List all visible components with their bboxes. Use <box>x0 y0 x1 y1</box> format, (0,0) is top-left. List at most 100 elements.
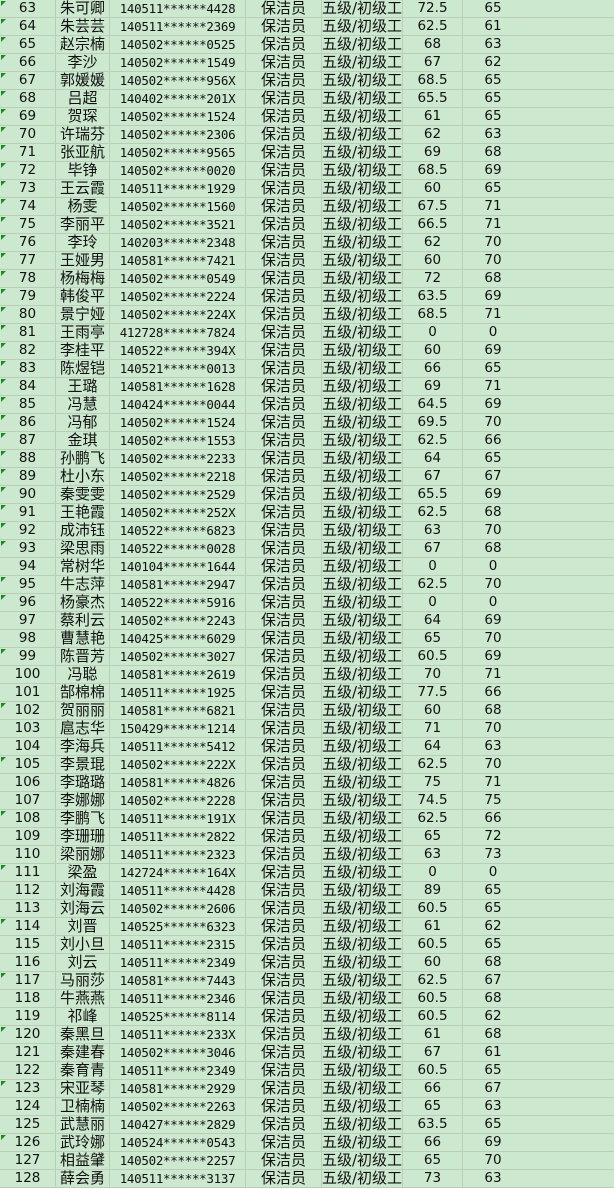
score1-cell[interactable]: 70 <box>403 666 463 683</box>
level-cell[interactable]: 五级/初级工 <box>322 0 403 17</box>
score1-cell[interactable]: 0 <box>403 594 463 611</box>
level-cell[interactable]: 五级/初级工 <box>322 108 403 125</box>
score2-cell[interactable]: 68 <box>484 504 502 520</box>
error-indicator-icon[interactable] <box>1 379 6 384</box>
score2-cell[interactable]: 62 <box>484 1008 502 1024</box>
score1-cell[interactable]: 62 <box>403 126 463 143</box>
table-row[interactable]: 123 宋亚琴 140581******2929 保洁员 五级/初级工 66 67 <box>0 1080 614 1098</box>
score2-cell[interactable]: 61 <box>484 18 502 34</box>
job-cell[interactable]: 保洁员 <box>246 900 322 917</box>
level-cell[interactable]: 五级/初级工 <box>322 1170 403 1187</box>
row-number-cell[interactable]: 87 <box>0 432 56 449</box>
level-cell[interactable]: 五级/初级工 <box>322 216 403 233</box>
error-indicator-icon[interactable] <box>1 307 6 312</box>
error-indicator-icon[interactable] <box>1 703 6 708</box>
job-cell[interactable]: 保洁员 <box>246 1080 322 1097</box>
score2-cell[interactable]: 65 <box>484 1116 502 1132</box>
job-cell[interactable]: 保洁员 <box>246 522 322 539</box>
table-row[interactable]: 65 赵宗楠 140502******0525 保洁员 五级/初级工 68 63 <box>0 36 614 54</box>
error-indicator-icon[interactable] <box>1 73 6 78</box>
name-cell[interactable]: 杨豪杰 <box>56 594 110 611</box>
score1-cell[interactable]: 67 <box>403 1044 463 1061</box>
level-cell[interactable]: 五级/初级工 <box>322 18 403 35</box>
job-cell[interactable]: 保洁员 <box>246 360 322 377</box>
job-cell[interactable]: 保洁员 <box>246 90 322 107</box>
score2-cell[interactable]: 71 <box>484 216 502 232</box>
name-cell[interactable]: 王艳霞 <box>56 504 110 521</box>
level-cell[interactable]: 五级/初级工 <box>322 450 403 467</box>
job-cell[interactable]: 保洁员 <box>246 72 322 89</box>
error-indicator-icon[interactable] <box>1 973 6 978</box>
job-cell[interactable]: 保洁员 <box>246 720 322 737</box>
job-cell[interactable]: 保洁员 <box>246 756 322 773</box>
id-number-cell[interactable]: 140581******7443 <box>110 972 246 989</box>
error-indicator-icon[interactable] <box>1 253 6 258</box>
error-indicator-icon[interactable] <box>1 433 6 438</box>
row-number-cell[interactable]: 95 <box>0 576 56 593</box>
job-cell[interactable]: 保洁员 <box>246 648 322 665</box>
table-row[interactable]: 76 李玲 140203******2348 保洁员 五级/初级工 62 70 <box>0 234 614 252</box>
name-cell[interactable]: 曹慧艳 <box>56 630 110 647</box>
level-cell[interactable]: 五级/初级工 <box>322 252 403 269</box>
id-number-cell[interactable]: 140502******2257 <box>110 1152 246 1169</box>
name-cell[interactable]: 李鹏飞 <box>56 810 110 827</box>
job-cell[interactable]: 保洁员 <box>246 828 322 845</box>
table-row[interactable]: 119 祁峰 140525******8114 保洁员 五级/初级工 60.5 62 <box>0 1008 614 1026</box>
name-cell[interactable]: 冯郁 <box>56 414 110 431</box>
job-cell[interactable]: 保洁员 <box>246 1062 322 1079</box>
score1-cell[interactable]: 61 <box>403 1026 463 1043</box>
id-number-cell[interactable]: 140502******0549 <box>110 270 246 287</box>
score2-cell[interactable]: 71 <box>484 198 502 214</box>
score2-cell[interactable]: 65 <box>484 936 502 952</box>
score1-cell[interactable]: 60.5 <box>403 1062 463 1079</box>
row-number-cell[interactable]: 113 <box>0 900 56 917</box>
level-cell[interactable]: 五级/初级工 <box>322 666 403 683</box>
table-row[interactable]: 86 冯郁 140502******1524 保洁员 五级/初级工 69.5 70 <box>0 414 614 432</box>
level-cell[interactable]: 五级/初级工 <box>322 378 403 395</box>
error-indicator-icon[interactable] <box>1 757 6 762</box>
id-number-cell[interactable]: 140511******2349 <box>110 1062 246 1079</box>
score1-cell[interactable]: 68.5 <box>403 306 463 323</box>
score1-cell[interactable]: 72 <box>403 270 463 287</box>
level-cell[interactable]: 五级/初级工 <box>322 828 403 845</box>
error-indicator-icon[interactable] <box>1 1027 6 1032</box>
id-number-cell[interactable]: 140522******6823 <box>110 522 246 539</box>
name-cell[interactable]: 孙鹏飞 <box>56 450 110 467</box>
name-cell[interactable]: 秦育青 <box>56 1062 110 1079</box>
score2-cell[interactable]: 65 <box>484 450 502 466</box>
score1-cell[interactable]: 64 <box>403 738 463 755</box>
id-number-cell[interactable]: 140502******2243 <box>110 612 246 629</box>
table-row[interactable]: 72 毕铮 140502******0020 保洁员 五级/初级工 68.5 69 <box>0 162 614 180</box>
table-row[interactable]: 102 贺丽丽 140581******6821 保洁员 五级/初级工 60 68 <box>0 702 614 720</box>
level-cell[interactable]: 五级/初级工 <box>322 882 403 899</box>
row-number-cell[interactable]: 114 <box>0 918 56 935</box>
id-number-cell[interactable]: 140502******1524 <box>110 108 246 125</box>
error-indicator-icon[interactable] <box>1 865 6 870</box>
level-cell[interactable]: 五级/初级工 <box>322 918 403 935</box>
score2-cell[interactable]: 62 <box>484 918 502 934</box>
name-cell[interactable]: 刘海云 <box>56 900 110 917</box>
table-row[interactable]: 128 薛会勇 140511******3137 保洁员 五级/初级工 73 63 <box>0 1170 614 1188</box>
level-cell[interactable]: 五级/初级工 <box>322 558 403 575</box>
table-row[interactable]: 110 梁丽娜 140511******2323 保洁员 五级/初级工 63 73 <box>0 846 614 864</box>
table-row[interactable]: 116 刘云 140511******2349 保洁员 五级/初级工 60 68 <box>0 954 614 972</box>
score1-cell[interactable]: 60 <box>403 702 463 719</box>
score2-cell[interactable]: 65 <box>484 360 502 376</box>
table-row[interactable]: 79 韩俊平 140502******2224 保洁员 五级/初级工 63.5 69 <box>0 288 614 306</box>
row-number-cell[interactable]: 93 <box>0 540 56 557</box>
score2-cell[interactable]: 69 <box>484 288 502 304</box>
score1-cell[interactable]: 61 <box>403 108 463 125</box>
score2-cell[interactable]: 71 <box>484 666 502 682</box>
level-cell[interactable]: 五级/初级工 <box>322 792 403 809</box>
row-number-cell[interactable]: 64 <box>0 18 56 35</box>
table-row[interactable]: 77 王娅男 140581******7421 保洁员 五级/初级工 60 70 <box>0 252 614 270</box>
level-cell[interactable]: 五级/初级工 <box>322 36 403 53</box>
error-indicator-icon[interactable] <box>1 217 6 222</box>
id-number-cell[interactable]: 140525******6323 <box>110 918 246 935</box>
job-cell[interactable]: 保洁员 <box>246 540 322 557</box>
name-cell[interactable]: 贺琛 <box>56 108 110 125</box>
table-row[interactable]: 85 冯慧 140424******0044 保洁员 五级/初级工 64.5 69 <box>0 396 614 414</box>
table-row[interactable]: 120 秦黑旦 140511******233X 保洁员 五级/初级工 61 68 <box>0 1026 614 1044</box>
name-cell[interactable]: 梁思雨 <box>56 540 110 557</box>
row-number-cell[interactable]: 72 <box>0 162 56 179</box>
